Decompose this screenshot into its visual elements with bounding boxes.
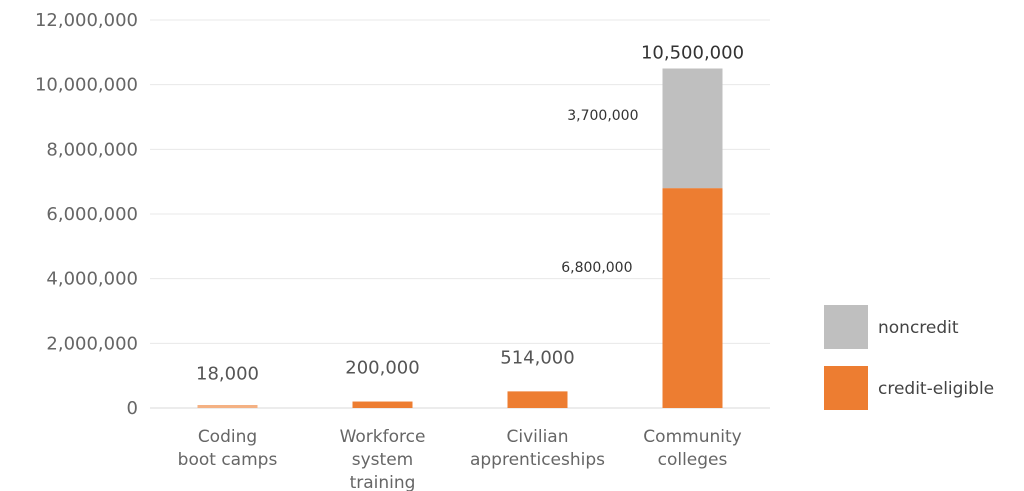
legend-label: noncredit [878,318,959,338]
segment-value-label: 6,800,000 [561,260,632,276]
y-tick-label: 2,000,000 [46,333,138,354]
x-category-label: Community [643,427,741,447]
y-tick-label: 10,000,000 [35,75,138,96]
bar-segment-credit-eligible [507,391,568,408]
y-tick-label: 6,000,000 [46,204,138,225]
y-tick-label: 4,000,000 [46,269,138,290]
x-category-label: boot camps [178,450,278,470]
x-category-label: Civilian [506,427,568,447]
bar-segment-credit-eligible [197,405,258,408]
bar-segment-credit-eligible [352,401,413,408]
y-tick-label: 0 [127,398,138,419]
bar-total-label: 18,000 [196,363,259,384]
x-category-label: training [350,473,416,491]
segment-value-label: 3,700,000 [567,108,638,124]
legend-label: credit-eligible [878,379,994,399]
bar-total-label: 10,500,000 [641,43,744,64]
x-category-label: colleges [658,450,728,470]
bar-segment-credit-eligible [662,188,723,408]
x-category-label: Coding [198,427,257,447]
x-category-label: apprenticeships [470,450,605,470]
bar-segment-noncredit [662,68,723,189]
bar-total-label: 200,000 [345,358,419,379]
legend-swatch-credit-eligible [824,366,868,410]
legend-swatch-noncredit [824,305,868,349]
y-tick-label: 8,000,000 [46,139,138,160]
y-tick-label: 12,000,000 [35,10,138,31]
x-category-label: system [352,450,413,470]
x-category-label: Workforce [340,427,426,447]
bar-total-label: 514,000 [500,347,574,368]
